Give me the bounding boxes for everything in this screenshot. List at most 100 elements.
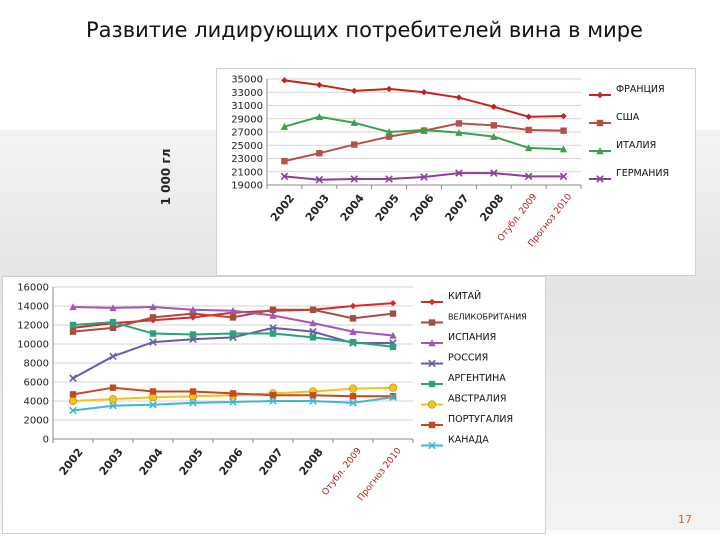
series-2 xyxy=(69,306,397,335)
legend-label: РОССИЯ xyxy=(448,353,488,364)
legend-swatch-marker xyxy=(428,441,436,450)
y-tick-label: 16000 xyxy=(17,283,49,294)
x-tick-label: 2002 xyxy=(57,446,86,478)
chart-top: 19000 21000 23000 25000 27000 29000 31000 33000… xyxy=(231,75,669,250)
data-point xyxy=(280,123,289,130)
data-point xyxy=(388,383,398,392)
data-point xyxy=(316,81,323,89)
series-4 xyxy=(280,169,568,184)
chart-panel-top: 19000 21000 23000 25000 27000 29000 31000 33000… xyxy=(216,68,696,276)
legend-swatch-marker xyxy=(596,175,604,183)
data-point xyxy=(490,122,497,129)
data-point xyxy=(69,328,77,335)
legend-label: США xyxy=(616,112,640,123)
x-tick-label: 2008 xyxy=(297,446,326,478)
x-tick-label: Отубл. 2009 xyxy=(320,446,363,498)
legend-swatch-marker xyxy=(428,421,436,429)
data-point xyxy=(149,303,157,311)
legend-swatch-marker xyxy=(428,339,436,347)
y-axis-label-text: 1 000 гл xyxy=(159,148,173,206)
data-point xyxy=(109,352,117,361)
x-tick-label: 2004 xyxy=(338,192,367,224)
data-point xyxy=(420,89,428,96)
legend-swatch-marker xyxy=(428,298,436,306)
data-point xyxy=(109,318,117,326)
y-tick-label: 14000 xyxy=(17,302,49,313)
x-tick-label: 2005 xyxy=(373,192,402,224)
x-tick-label: 2007 xyxy=(257,446,286,478)
x-tick-label: 2002 xyxy=(268,192,297,224)
legend-label: ФРАНЦИЯ xyxy=(616,84,665,95)
data-point xyxy=(109,401,117,410)
data-point xyxy=(349,399,357,407)
y-tick-label: 35000 xyxy=(231,75,263,86)
x-tick-label: 2005 xyxy=(177,446,206,478)
y-tick-label: 4000 xyxy=(24,397,49,408)
data-point xyxy=(149,314,157,321)
data-point xyxy=(524,172,533,181)
data-point xyxy=(189,388,197,395)
data-point xyxy=(490,132,498,140)
data-point xyxy=(455,169,463,177)
data-point xyxy=(349,315,357,322)
data-point xyxy=(309,319,317,327)
data-point xyxy=(281,77,288,84)
legend-label: КАНАДА xyxy=(448,435,489,446)
data-point xyxy=(189,399,197,407)
legend-label: ГЕРМАНИЯ xyxy=(616,168,669,179)
y-tick-label: 8000 xyxy=(24,359,49,370)
legend-label: ИТАЛИЯ xyxy=(616,140,656,151)
data-point xyxy=(315,113,324,120)
data-point xyxy=(560,127,567,134)
data-point xyxy=(349,338,357,346)
series-1 xyxy=(281,77,567,120)
data-point xyxy=(269,324,277,332)
y-tick-label: 10000 xyxy=(17,340,49,351)
data-point xyxy=(109,304,117,312)
data-point xyxy=(349,393,357,400)
data-point xyxy=(560,112,567,120)
data-point xyxy=(351,141,358,148)
data-point xyxy=(149,338,157,346)
data-point xyxy=(349,327,357,335)
chart-bottom: 0 2000 4000 6000 8000 10000 12000 14000 16000 200… xyxy=(17,283,527,504)
y-tick-label: 21000 xyxy=(231,167,263,178)
data-point xyxy=(385,128,393,136)
data-point xyxy=(309,392,317,399)
data-point xyxy=(385,85,393,93)
data-point xyxy=(525,126,532,134)
data-point xyxy=(229,330,237,337)
page-number: 17 xyxy=(678,513,692,526)
legend-label: ПОРТУГАЛИЯ xyxy=(448,414,513,425)
data-point xyxy=(280,172,289,181)
x-tick-label: 2003 xyxy=(303,192,332,224)
data-point xyxy=(490,169,498,177)
data-point xyxy=(315,175,324,184)
data-point xyxy=(149,401,157,409)
series-line xyxy=(284,79,564,118)
data-point xyxy=(349,302,357,310)
y-tick-label: 31000 xyxy=(231,101,263,112)
data-point xyxy=(149,388,157,395)
data-point xyxy=(309,397,317,405)
x-tick-label: 2006 xyxy=(408,192,437,224)
data-point xyxy=(316,150,323,157)
legend-label: ИСПАНИЯ xyxy=(448,332,496,343)
x-tick-label: 2006 xyxy=(217,446,246,478)
data-point xyxy=(189,331,197,338)
legend-label: ВЕЛИКОБРИТАНИЯ xyxy=(448,313,527,322)
data-point xyxy=(281,157,288,165)
data-point xyxy=(69,321,77,329)
legend-swatch-marker xyxy=(596,119,604,127)
legend-swatch-marker xyxy=(596,147,604,155)
data-point xyxy=(455,94,463,101)
data-point xyxy=(455,128,463,136)
series-3 xyxy=(280,113,568,153)
data-point xyxy=(309,327,317,336)
series-5 xyxy=(69,318,397,351)
legend-swatch-marker xyxy=(428,319,436,326)
y-tick-label: 12000 xyxy=(17,321,49,332)
legend-label: АВСТРАЛИЯ xyxy=(448,394,507,405)
data-point xyxy=(229,314,237,321)
y-axis-label: 1 000 гл xyxy=(146,149,186,210)
